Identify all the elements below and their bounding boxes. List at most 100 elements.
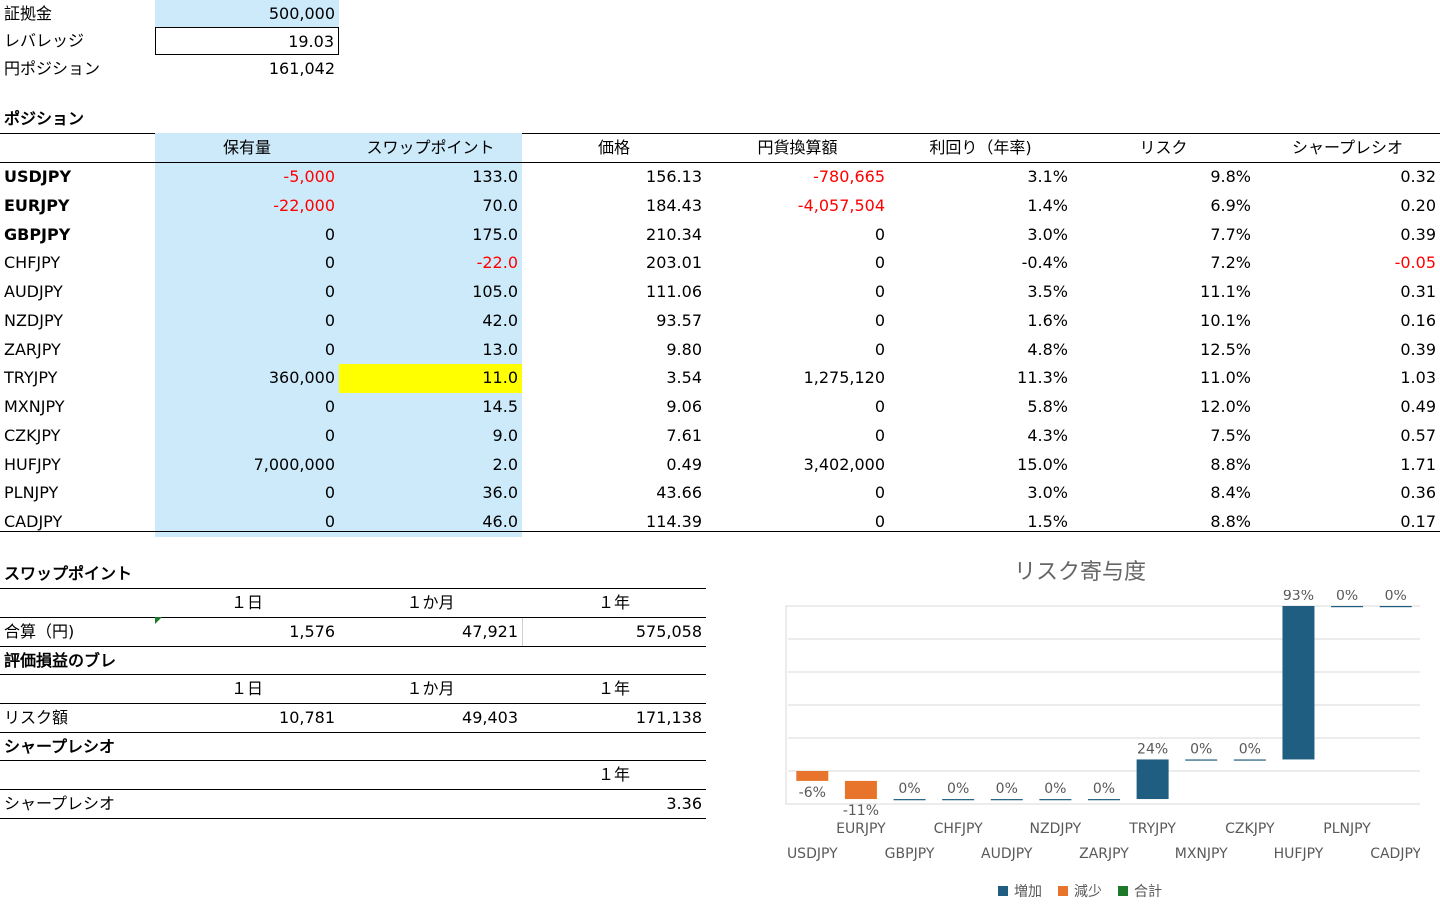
yield-cell: 1.4% (1027, 195, 1068, 215)
price-cell: 7.61 (666, 425, 702, 445)
pair-label: USDJPY (4, 167, 72, 186)
header-sharpe: シャープレシオ (1291, 138, 1404, 157)
leverage-value-cell[interactable]: 19.03 (155, 27, 339, 55)
positions-bottom-border (0, 531, 1440, 532)
data-label: 0% (1190, 741, 1212, 757)
risk-cell: 6.9% (1210, 195, 1251, 215)
leverage-label: レバレッジ (4, 31, 85, 50)
pair-label: NZDJPY (4, 310, 64, 330)
swap-cell[interactable]: 36.0 (339, 479, 522, 509)
swap-cell[interactable]: 11.0 (339, 364, 522, 394)
table-row: PLNJPY 0 36.0 43.66 0 3.0% 8.4% 0.36 (0, 479, 1440, 509)
sharpe-cell: 0.39 (1400, 224, 1436, 244)
risk-cell: 8.8% (1210, 454, 1251, 474)
table-row: TRYJPY 360,000 11.0 3.54 1,275,120 11.3% 11.0%… (0, 364, 1440, 394)
swap-cell[interactable]: 105.0 (339, 278, 522, 307)
yield-cell: 15.0% (1017, 454, 1068, 474)
yen-amount-cell: 0 (874, 282, 885, 301)
risk-cell: 8.8% (1210, 512, 1251, 531)
price-cell: 0.49 (666, 454, 702, 474)
data-label: 0% (1044, 781, 1066, 797)
qty-cell[interactable]: 0 (155, 306, 339, 336)
chart-title: リスク寄与度 (1013, 560, 1146, 585)
tick-label: PLNJPY (1323, 821, 1371, 837)
sharpe-cell: 0.39 (1400, 339, 1436, 359)
pl-period-1d: １日 (230, 679, 263, 698)
swap-cell[interactable]: 2.0 (339, 450, 522, 480)
pl-bottom-border (0, 732, 706, 733)
swap-cell[interactable]: -22.0 (339, 249, 522, 279)
price-cell: 93.57 (656, 310, 702, 330)
tick-label: MXNJPY (1175, 846, 1228, 862)
pl-row-label: リスク額 (4, 708, 69, 727)
swap-cell[interactable]: 46.0 (339, 508, 522, 537)
sharpe-cell: 0.57 (1400, 425, 1436, 445)
pair-label: GBPJPY (4, 224, 71, 244)
risk-cell: 12.5% (1200, 339, 1251, 359)
sharpe-cell: 0.49 (1400, 397, 1436, 416)
bar-eurjpy (844, 780, 877, 800)
table-row: GBPJPY 0 175.0 210.34 0 3.0% 7.7% 0.39 (0, 220, 1440, 250)
yen-amount-cell: 0 (874, 483, 885, 503)
swap-cell[interactable]: 13.0 (339, 335, 522, 365)
tick-label: CADJPY (1370, 846, 1420, 862)
bar-mxnjpy (1185, 759, 1218, 761)
qty-cell[interactable]: -5,000 (155, 163, 339, 192)
swap-cell[interactable]: 14.5 (339, 393, 522, 422)
margin-value-cell[interactable]: 500,000 (155, 0, 339, 28)
qty-cell[interactable]: 0 (155, 335, 339, 365)
yield-cell: -0.4% (1021, 253, 1068, 273)
qty-cell[interactable]: 0 (155, 393, 339, 422)
comment-marker-icon (155, 617, 162, 624)
yield-cell: 3.1% (1027, 167, 1068, 186)
legend-item: 合計 (1134, 884, 1162, 900)
swap-bottom-border (0, 646, 706, 647)
yen-amount-cell: 1,275,120 (803, 368, 885, 388)
sharpe-cell: -0.05 (1394, 253, 1436, 273)
swap-cell[interactable]: 133.0 (339, 163, 522, 192)
qty-cell[interactable]: 0 (155, 249, 339, 279)
qty-cell[interactable]: -22,000 (155, 191, 339, 221)
table-row: CHFJPY 0 -22.0 203.01 0 -0.4% 7.2% -0.05 (0, 249, 1440, 279)
qty-cell[interactable]: 7,000,000 (155, 450, 339, 480)
tick-label: TRYJPY (1128, 821, 1176, 837)
swap-period-border (0, 617, 706, 618)
yen-amount-cell: -780,665 (813, 167, 885, 186)
qty-cell[interactable]: 0 (155, 479, 339, 509)
swap-cell[interactable]: 175.0 (339, 220, 522, 250)
swap-cell[interactable]: 9.0 (339, 421, 522, 451)
header-yen-amount: 円貨換算額 (757, 138, 838, 157)
price-cell: 156.13 (646, 167, 702, 186)
bar-usdjpy (796, 771, 829, 781)
qty-cell[interactable]: 0 (155, 278, 339, 307)
swap-cell[interactable]: 70.0 (339, 191, 522, 221)
qty-cell[interactable]: 360,000 (155, 364, 339, 394)
pair-label: HUFJPY (4, 454, 61, 474)
tick-label: AUDJPY (981, 846, 1033, 862)
swap-section-title: スワップポイント (4, 564, 133, 583)
header-yield: 利回り（年率) (929, 138, 1032, 157)
swap-cell[interactable]: 42.0 (339, 306, 522, 336)
risk-contribution-chart[interactable]: -6% -11% 0% 0% 0% 0% 0% 24% 0% 0% 93% 0% 0% USDJPY EUR… (780, 590, 1420, 906)
sharpe-cell: 0.32 (1400, 167, 1436, 186)
pair-label: ZARJPY (4, 339, 61, 359)
legend-item: 減少 (1074, 883, 1102, 900)
qty-cell[interactable]: 0 (155, 421, 339, 451)
yen-amount-cell: -4,057,504 (797, 195, 885, 215)
swap-value-1y: 575,058 (635, 622, 702, 641)
pl-value-1y: 171,138 (635, 708, 702, 727)
table-row: EURJPY -22,000 70.0 184.43 -4,057,504 1.4% 6.9… (0, 191, 1440, 221)
sharpe-cell: 1.71 (1400, 454, 1436, 474)
tick-label: ZARJPY (1079, 846, 1129, 862)
data-label: 0% (898, 781, 920, 797)
bar-czkjpy (1233, 759, 1266, 761)
price-cell: 111.06 (646, 282, 702, 301)
qty-cell[interactable]: 0 (155, 220, 339, 250)
risk-cell: 11.0% (1200, 368, 1251, 388)
header-risk: リスク (1139, 138, 1188, 157)
header-qty: 保有量 (222, 138, 271, 157)
table-row: AUDJPY 0 105.0 111.06 0 3.5% 11.1% 0.31 (0, 278, 1440, 307)
qty-cell[interactable]: 0 (155, 508, 339, 537)
price-cell: 9.80 (666, 339, 702, 359)
yen-amount-cell: 0 (874, 512, 885, 531)
